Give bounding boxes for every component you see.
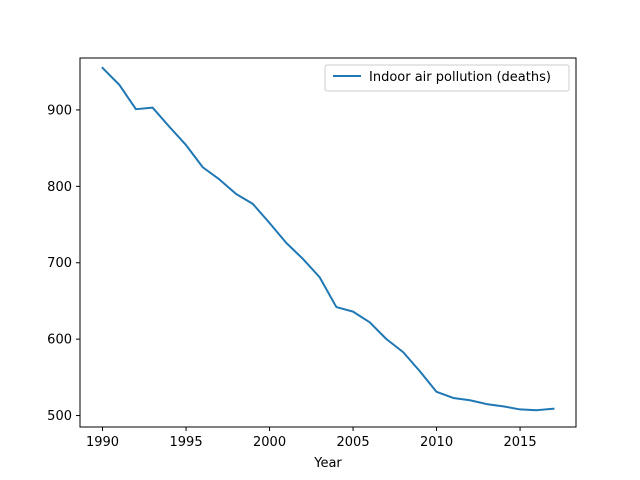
y-tick-label: 500 <box>47 409 72 424</box>
y-axis: 500 600 700 800 900 <box>47 103 80 424</box>
x-tick-label: 2010 <box>420 435 453 450</box>
x-axis: 1990 1995 2000 2005 2010 2015 <box>86 427 537 450</box>
legend: Indoor air pollution (deaths) <box>324 64 570 92</box>
x-axis-label: Year <box>313 456 342 471</box>
series-line <box>101 66 555 412</box>
x-tick-label: 1995 <box>170 435 203 450</box>
legend-box <box>324 64 570 92</box>
x-tick-label: 2005 <box>337 435 370 450</box>
legend-label: Indoor air pollution (deaths) <box>369 70 551 85</box>
y-tick-label: 700 <box>47 256 72 271</box>
y-tick-label: 900 <box>47 103 72 118</box>
axes-frame <box>79 57 577 428</box>
x-tick-label: 2015 <box>504 435 537 450</box>
y-tick-label: 800 <box>47 180 72 195</box>
plot-area <box>101 66 555 412</box>
x-tick-label: 2000 <box>253 435 286 450</box>
x-tick-label: 1990 <box>86 435 119 450</box>
y-tick-label: 600 <box>47 333 72 348</box>
